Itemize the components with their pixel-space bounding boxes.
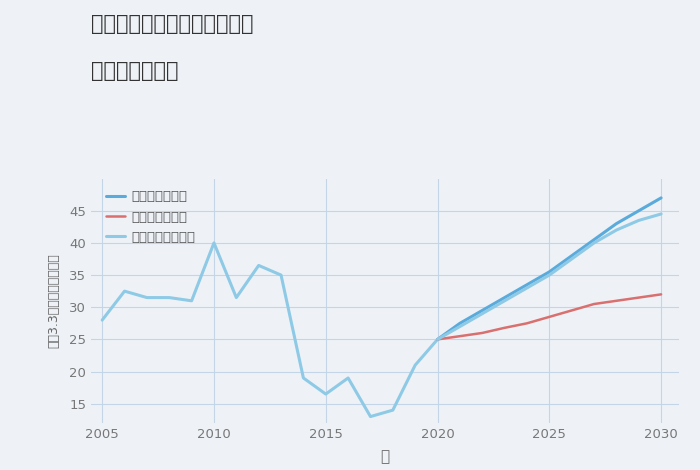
バッドシナリオ (612, 298, 621, 304)
ノーマルシナリオ (657, 211, 665, 217)
ノーマルシナリオ (545, 272, 554, 278)
バッドシナリオ (590, 301, 598, 307)
グッドシナリオ (635, 208, 643, 213)
バッドシナリオ (568, 308, 576, 313)
グッドシナリオ (500, 295, 509, 300)
グッドシナリオ (590, 237, 598, 243)
ノーマルシナリオ (523, 285, 531, 291)
Text: 土地の価格推移: 土地の価格推移 (91, 61, 178, 81)
ノーマルシナリオ (478, 311, 486, 316)
グッドシナリオ (657, 195, 665, 201)
バッドシナリオ (545, 314, 554, 320)
グッドシナリオ (456, 321, 464, 326)
バッドシナリオ (433, 337, 442, 342)
グッドシナリオ (568, 253, 576, 258)
ノーマルシナリオ (635, 218, 643, 223)
Line: バッドシナリオ: バッドシナリオ (438, 294, 661, 339)
ノーマルシナリオ (456, 324, 464, 329)
バッドシナリオ (523, 321, 531, 326)
Line: ノーマルシナリオ: ノーマルシナリオ (438, 214, 661, 339)
ノーマルシナリオ (500, 298, 509, 304)
Legend: グッドシナリオ, バッドシナリオ, ノーマルシナリオ: グッドシナリオ, バッドシナリオ, ノーマルシナリオ (104, 188, 198, 246)
Line: グッドシナリオ: グッドシナリオ (438, 198, 661, 339)
ノーマルシナリオ (568, 256, 576, 262)
Y-axis label: 坪（3.3㎡）単価（万円）: 坪（3.3㎡）単価（万円） (48, 253, 61, 348)
バッドシナリオ (635, 295, 643, 300)
Text: 奈良県生駒郡安堵町東安堵の: 奈良県生駒郡安堵町東安堵の (91, 14, 253, 34)
グッドシナリオ (523, 282, 531, 288)
バッドシナリオ (657, 291, 665, 297)
バッドシナリオ (478, 330, 486, 336)
バッドシナリオ (456, 333, 464, 339)
グッドシナリオ (612, 221, 621, 227)
グッドシナリオ (478, 308, 486, 313)
ノーマルシナリオ (612, 227, 621, 233)
グッドシナリオ (433, 337, 442, 342)
ノーマルシナリオ (433, 337, 442, 342)
ノーマルシナリオ (590, 240, 598, 246)
バッドシナリオ (500, 325, 509, 330)
グッドシナリオ (545, 269, 554, 274)
X-axis label: 年: 年 (380, 449, 390, 464)
